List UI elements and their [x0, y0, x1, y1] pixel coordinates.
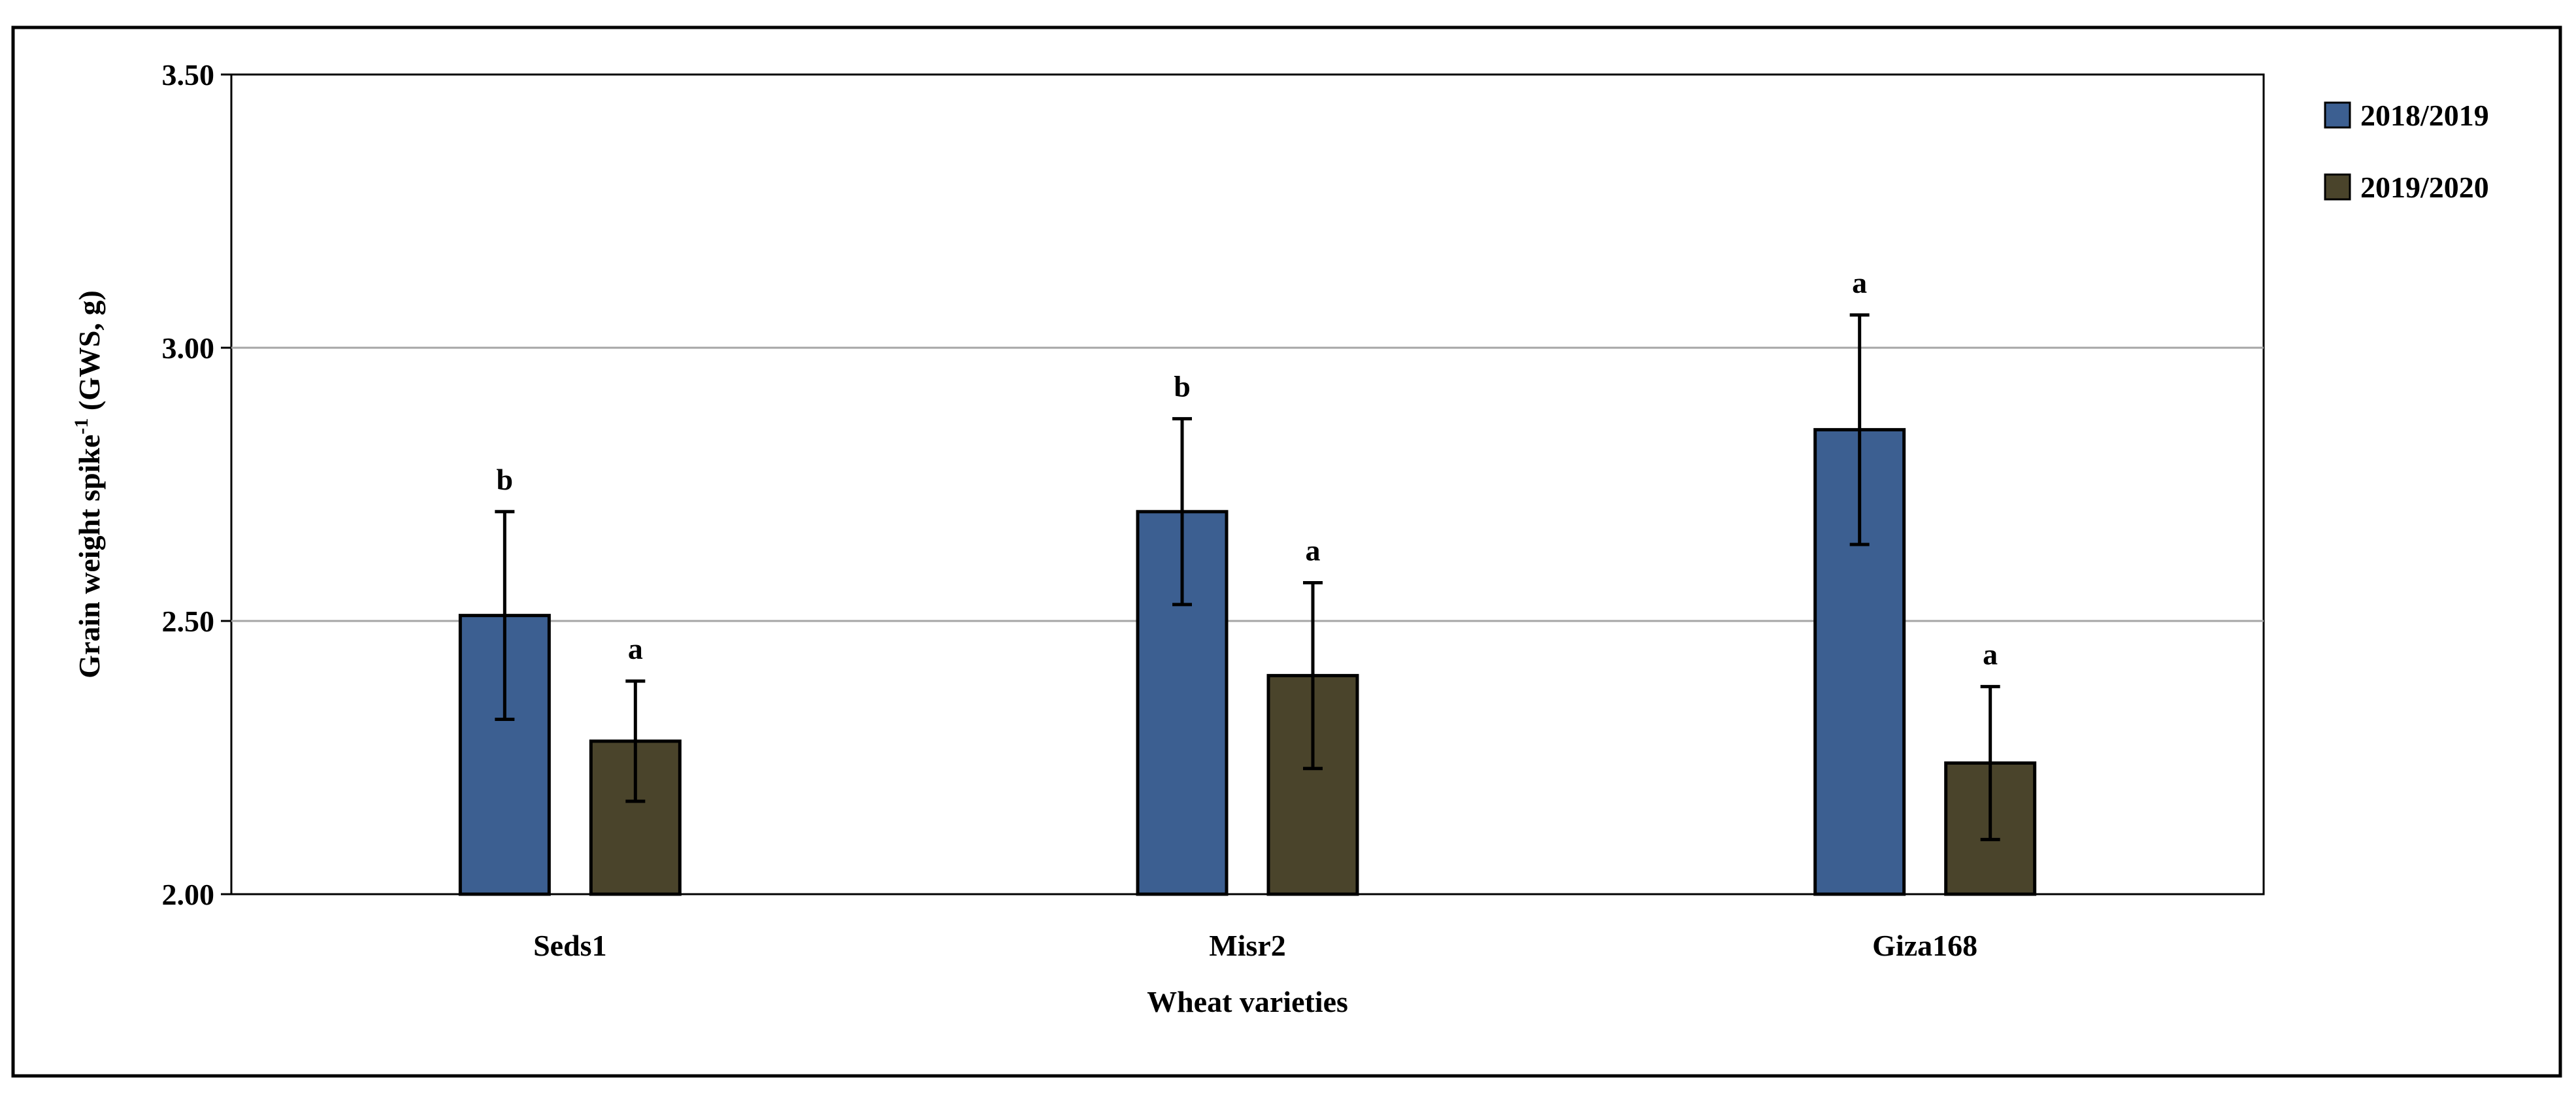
significance-letter: a: [1306, 533, 1321, 567]
significance-letter: b: [1174, 370, 1191, 403]
x-tick-label: Giza168: [1872, 929, 1977, 962]
x-tick-label: Misr2: [1209, 929, 1286, 962]
significance-letter: a: [1852, 266, 1867, 299]
y-tick-label: 2.50: [162, 605, 215, 638]
y-tick-label: 3.50: [162, 58, 215, 92]
y-tick-label: 2.00: [162, 878, 215, 911]
legend-label: 2018/2019: [2360, 99, 2489, 132]
x-axis-label: Wheat varieties: [1147, 985, 1348, 1018]
y-axis-label-main: Grain weight spike: [73, 435, 106, 678]
significance-letter: a: [628, 632, 643, 665]
y-tick-label: 3.00: [162, 331, 215, 365]
x-tick-label: Seds1: [533, 929, 606, 962]
y-axis-ticks: 2.00 2.50 3.00 3.50: [162, 58, 231, 911]
legend-swatch: [2324, 101, 2351, 129]
legend-swatch: [2324, 173, 2351, 201]
bars: b b a a a a: [458, 266, 2037, 896]
y-axis-label-superscript: -1: [71, 418, 92, 435]
x-axis-ticks: Seds1 Misr2 Giza168: [533, 929, 1977, 962]
legend-label: 2019/2020: [2360, 171, 2489, 204]
legend: 2018/2019 2019/2020: [2324, 99, 2489, 204]
y-axis-label: Grain weight spike-1 (GWS, g): [71, 290, 106, 678]
significance-letter: b: [497, 463, 514, 496]
y-axis-label-tail: (GWS, g): [73, 290, 106, 418]
significance-letter: a: [1983, 637, 1998, 671]
plot-area-frame: [230, 73, 2265, 895]
gridlines: [231, 346, 2264, 622]
